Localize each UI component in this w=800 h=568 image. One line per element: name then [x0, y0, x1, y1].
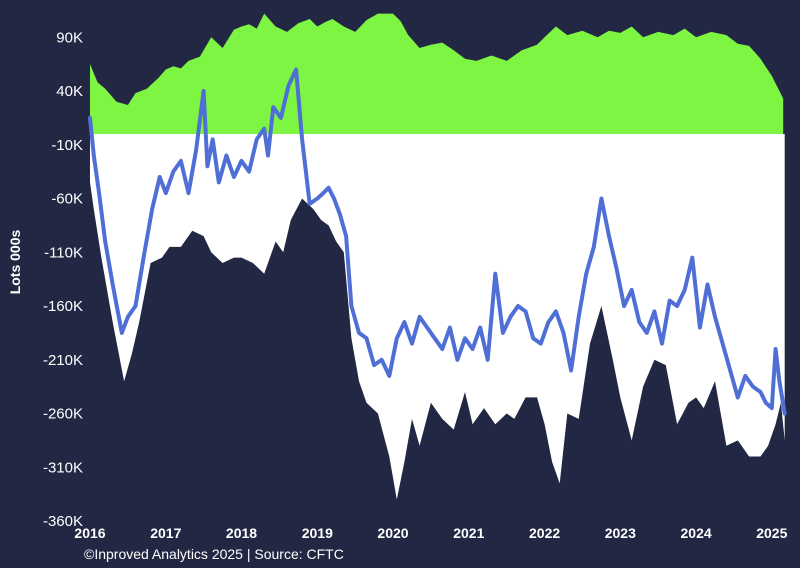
- plot-area: [88, 13, 787, 500]
- y-tick-label: -210K: [43, 352, 83, 369]
- y-tick-label: -60K: [51, 191, 83, 208]
- x-tick-label: 2018: [226, 525, 257, 541]
- x-tick-label: 2020: [377, 525, 408, 541]
- net-position-line: [88, 67, 787, 416]
- x-tick-label: 2023: [605, 525, 636, 541]
- x-tick-label: 2016: [74, 525, 105, 541]
- y-axis-label: Lots 000s: [7, 229, 23, 294]
- y-tick-label: 90K: [56, 29, 83, 46]
- x-tick-label: 2021: [453, 525, 484, 541]
- y-tick-label: -10K: [51, 137, 83, 154]
- source-credit: ©Inproved Analytics 2025 | Source: CFTC: [84, 546, 344, 562]
- x-tick-label: 2019: [302, 525, 333, 541]
- x-tick-label: 2025: [756, 525, 787, 541]
- short-positions-area: [90, 134, 785, 500]
- y-tick-label: -360K: [43, 513, 83, 530]
- y-tick-label: 40K: [56, 83, 83, 100]
- x-axis: 2016 2017 2018 2019 2020 2021 2022 2023 2024 2025: [74, 525, 787, 541]
- long-positions-area: [90, 13, 784, 135]
- y-tick-label: -310K: [43, 459, 83, 476]
- x-tick-label: 2024: [681, 525, 712, 541]
- y-tick-label: -260K: [43, 406, 83, 423]
- x-tick-label: 2022: [529, 525, 560, 541]
- x-tick-label: 2017: [150, 525, 181, 541]
- y-tick-label: -160K: [43, 298, 83, 315]
- y-tick-label: -110K: [44, 244, 83, 261]
- y-axis: 90K 40K -10K -60K -110K -160K -210K -260K -310K -…: [43, 29, 83, 530]
